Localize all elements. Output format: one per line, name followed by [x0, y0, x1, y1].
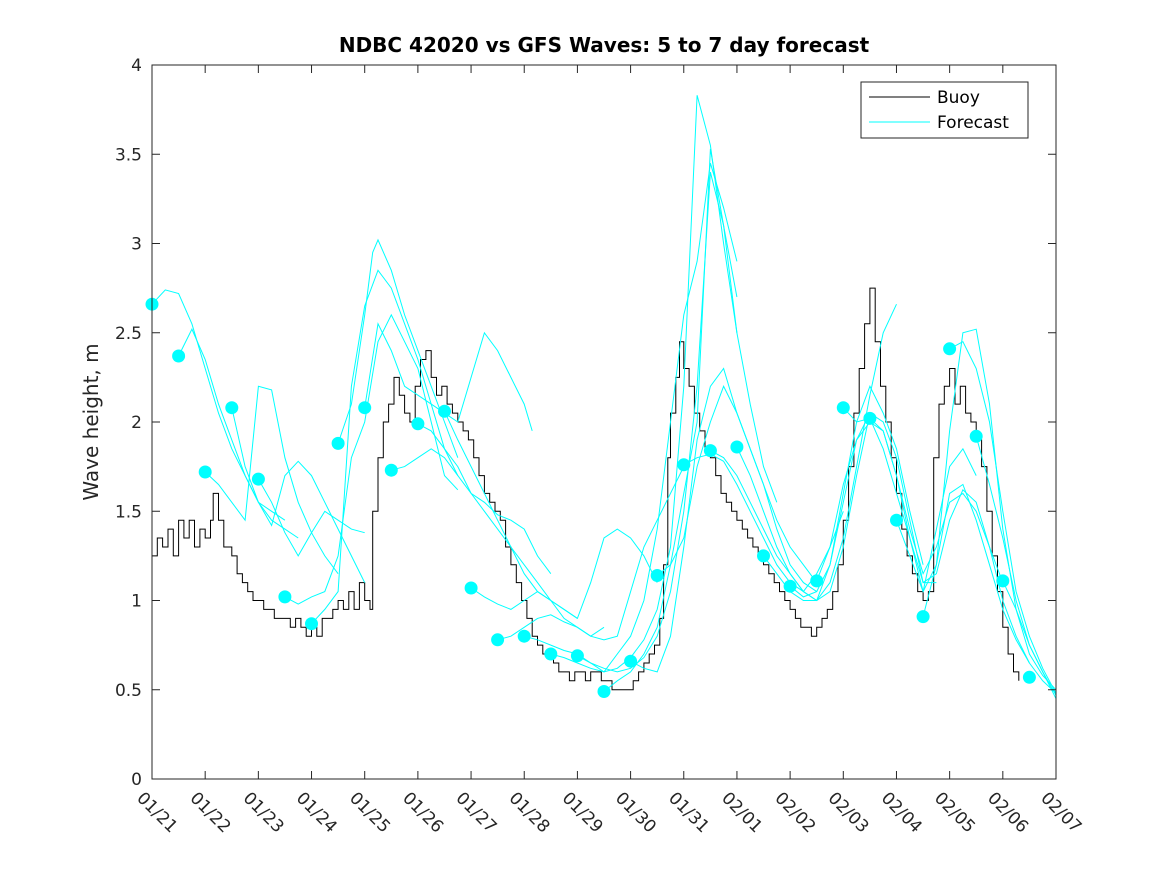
buoy-line	[152, 287, 1020, 691]
forecast-marker-5	[278, 590, 292, 604]
forecast-line-30	[949, 341, 1057, 694]
forecast-line-15	[550, 95, 738, 673]
forecast-marker-27	[863, 411, 877, 425]
forecast-marker-2	[198, 465, 212, 479]
forecast-marker-30	[943, 342, 957, 356]
forecast-marker-4	[251, 472, 265, 486]
y-tick-label-7: 3.5	[115, 145, 142, 165]
forecast-marker-19	[650, 569, 664, 582]
forecast-line-6	[311, 269, 459, 625]
forecast-marker-26	[836, 401, 850, 415]
forecast-marker-14	[517, 629, 531, 643]
forecast-marker-16	[570, 649, 584, 663]
forecast-line-27	[869, 418, 1030, 664]
forecast-line-18	[630, 367, 818, 673]
forecast-marker-17	[597, 685, 611, 698]
forecast-marker-22	[730, 440, 744, 454]
forecast-line-8	[364, 322, 533, 432]
forecast-marker-10	[411, 417, 425, 431]
forecast-line-5	[284, 313, 459, 605]
forecast-marker-33	[1022, 670, 1036, 684]
forecast-line-1	[178, 328, 299, 539]
legend: Buoy Forecast	[860, 81, 1029, 139]
forecast-line-29	[922, 328, 1057, 691]
forecast-marker-1	[172, 349, 186, 363]
forecast-marker-7	[331, 436, 345, 450]
forecast-line-12	[470, 528, 658, 620]
forecast-line-13	[497, 466, 685, 641]
y-tick-label-8: 4	[131, 56, 142, 76]
forecast-marker-28	[890, 513, 903, 527]
forecast-line-32	[1002, 580, 1057, 699]
y-axis-label: Wave height, m	[79, 343, 103, 500]
forecast-line-2	[204, 385, 339, 574]
forecast-marker-3	[225, 401, 239, 415]
legend-forecast-label: Forecast	[937, 113, 1009, 133]
legend-buoy-label: Buoy	[937, 88, 980, 108]
forecast-line-19	[656, 385, 817, 593]
forecast-line-4	[257, 478, 365, 557]
marker-layer	[145, 297, 1036, 698]
forecast-marker-24	[783, 579, 797, 593]
forecast-line-3	[231, 407, 366, 583]
forecast-marker-31	[969, 429, 983, 443]
forecast-marker-32	[996, 574, 1010, 588]
legend-box	[860, 81, 1029, 139]
forecast-marker-13	[491, 633, 505, 647]
forecast-marker-18	[624, 654, 638, 668]
forecast-marker-12	[464, 581, 478, 595]
y-tick-label-3: 1.5	[115, 502, 142, 522]
forecast-marker-21	[703, 444, 717, 458]
y-tick-label-4: 2	[131, 413, 142, 433]
chart-title: NDBC 42020 vs GFS Waves: 5 to 7 day fore…	[339, 33, 870, 57]
forecast-line-24	[789, 412, 937, 598]
forecast-marker-9	[384, 463, 398, 477]
forecast-marker-11	[438, 404, 451, 418]
y-tick-label-5: 2.5	[115, 324, 142, 344]
y-tick-label-2: 1	[131, 592, 142, 612]
series-layer	[151, 95, 1057, 699]
forecast-marker-15	[544, 647, 558, 661]
forecast-line-7	[337, 238, 459, 458]
forecast-line-17	[603, 148, 778, 692]
forecast-line-28	[896, 483, 1057, 694]
forecast-marker-23	[757, 549, 770, 563]
forecast-line-14	[524, 163, 738, 673]
forecast-marker-8	[358, 401, 372, 415]
y-tick-label-0: 0	[131, 770, 142, 790]
y-tick-label-1: 0.5	[115, 681, 142, 701]
forecast-line-0	[151, 289, 286, 521]
y-tick-label-6: 3	[131, 235, 142, 255]
forecast-marker-25	[810, 574, 824, 588]
plot-background	[152, 65, 1056, 779]
forecast-marker-6	[305, 617, 318, 631]
forecast-line-16	[577, 171, 738, 673]
forecast-marker-20	[677, 458, 691, 472]
forecast-marker-29	[916, 610, 930, 624]
